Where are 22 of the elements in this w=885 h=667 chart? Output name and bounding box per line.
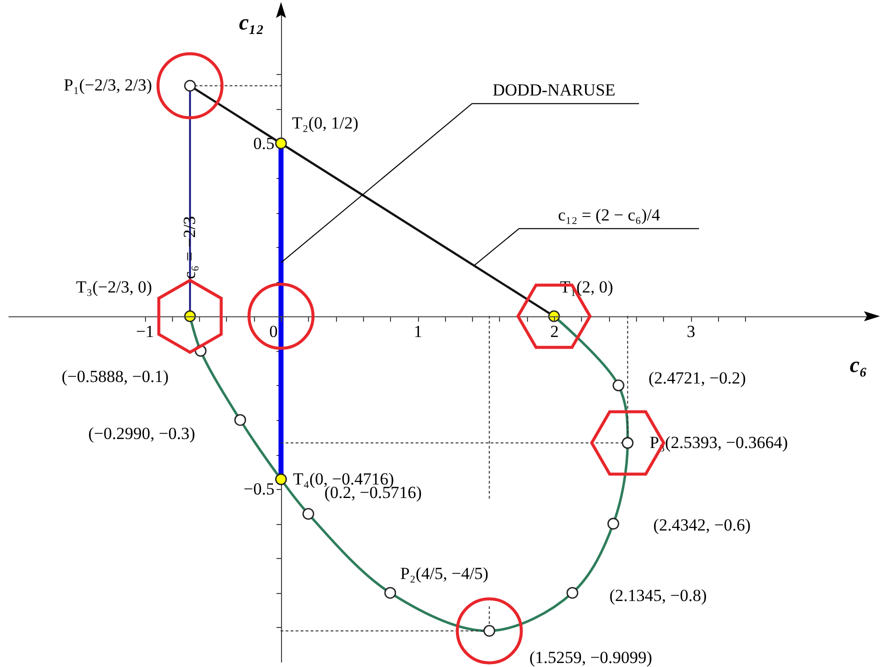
x-axis-title: c₆ — [850, 352, 868, 377]
annotation: (−0.2990, −0.3) — [88, 424, 196, 443]
annotation: (2.1345, −0.8) — [609, 586, 707, 605]
annotation: c₁₂ = (2 − c₆)/4 — [558, 206, 661, 225]
annotation: P₂(4/5, −4/5) — [400, 564, 488, 583]
x-tick-label: 2 — [550, 322, 559, 341]
x-tick-label: 3 — [686, 322, 696, 341]
annotation: (2.4721, −0.2) — [648, 368, 746, 388]
annotation: (2.4342, −0.6) — [653, 516, 751, 535]
y-axis-title: c₁₂ — [238, 10, 264, 34]
annotation: T₃(−2/3, 0) — [76, 277, 152, 296]
annotation: DODD-NARUSE — [492, 80, 616, 100]
annotation: T₂(0, 1/2) — [292, 113, 358, 132]
annotation: c₆ = −2/3 — [180, 216, 200, 279]
y-tick-label: 0.5 — [253, 134, 275, 153]
x-tick-label: 0 — [269, 322, 278, 341]
annotation: (−0.5888, −0.1) — [62, 366, 169, 386]
annotation: (1.5259, −0.9099) — [529, 648, 652, 667]
annotation: P₁(−2/3, 2/3) — [64, 76, 152, 95]
y-tick-label: −0.5 — [244, 480, 275, 499]
x-tick-label: −1 — [136, 322, 154, 341]
x-tick-label: 1 — [414, 322, 422, 341]
